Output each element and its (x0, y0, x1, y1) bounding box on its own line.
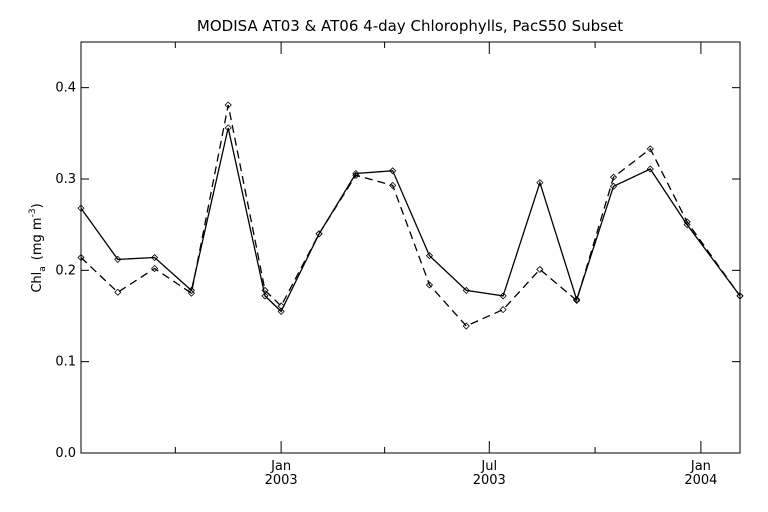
series-2-point (425, 281, 434, 289)
x-tick-month-label: Jul (480, 459, 497, 474)
y-axis-label-main: Chl (30, 272, 45, 293)
series-2-point (499, 306, 507, 314)
series-2-point (114, 288, 122, 296)
series-1-point (425, 252, 434, 260)
y-axis-label-sub: a (38, 266, 48, 272)
series-2-point (151, 264, 159, 273)
series-2-point (736, 292, 744, 300)
y-tick-label: 0.2 (55, 263, 76, 278)
series-2-point (683, 218, 691, 226)
series-1-point (187, 286, 195, 294)
series-1-point (277, 307, 285, 315)
y-tick-label: 0.3 (55, 172, 76, 187)
series-2-point (573, 296, 581, 305)
x-tick-year-label: 2003 (473, 473, 506, 488)
series-1-point (646, 165, 654, 173)
series-1-point (389, 167, 397, 175)
series-2-point (352, 171, 360, 179)
series-1-point (499, 292, 507, 300)
chart-title: MODISA AT03 & AT06 4-day Chlorophylls, P… (197, 17, 623, 35)
series-2-line (80, 104, 741, 327)
y-axis-label-close: ) (30, 203, 45, 208)
series-2-point (536, 265, 544, 273)
x-tick-year-label: 2004 (684, 473, 717, 488)
svg-text:Chla(mg m-3): Chla (mg m-3) (28, 203, 48, 292)
series-1-point (261, 292, 269, 300)
series-2-point (277, 302, 285, 310)
x-tick-year-label: 2003 (265, 473, 298, 488)
series-2-point (261, 286, 269, 294)
x-tick-month-label: Jan (690, 459, 711, 474)
plot-frame (80, 41, 741, 454)
series-1-point (77, 204, 85, 212)
y-axis-label-units: (mg m (30, 217, 45, 260)
series-2-point (646, 145, 654, 153)
series-1-point (462, 286, 470, 294)
y-tick-label: 0.0 (55, 446, 76, 461)
series-1-point (151, 253, 159, 262)
series-1-point (114, 255, 122, 263)
series-layer (77, 101, 744, 330)
series-2-point (609, 173, 618, 181)
series-2-point (224, 101, 232, 109)
series-2-point (77, 253, 85, 262)
y-axis-label: Chla (mg m-3) (28, 203, 48, 292)
series-2-point (187, 289, 195, 297)
series-1-point (224, 124, 232, 132)
series-2-point (315, 230, 323, 238)
y-tick-label: 0.4 (55, 81, 76, 96)
y-axis-label-sup: -3 (28, 208, 38, 217)
series-1-point (536, 179, 544, 187)
series-1-point (609, 182, 618, 190)
series-2-point (462, 322, 470, 330)
series-2-point (389, 181, 397, 189)
y-tick-label: 0.1 (55, 355, 76, 370)
x-tick-month-label: Jan (270, 459, 291, 474)
